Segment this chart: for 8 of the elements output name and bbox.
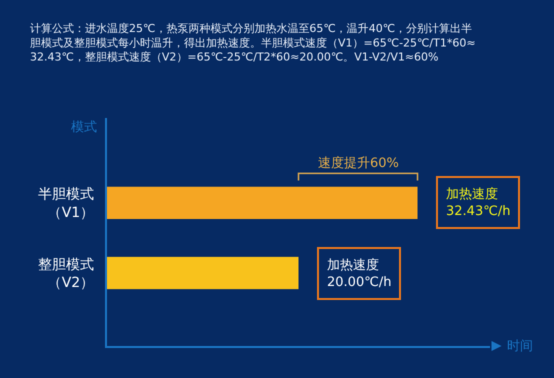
data-label: 加热速度 32.43℃/h bbox=[446, 186, 510, 219]
text: 速度提升60% bbox=[318, 155, 399, 171]
data-label: 加热速度 20.00℃/h bbox=[327, 257, 392, 290]
y-axis-title: 模式 bbox=[71, 120, 97, 135]
y-tick-label: 整胆模式（V2） bbox=[38, 256, 94, 292]
chart-title: 计算公式：进水温度25℃，热泵两种模式分别加热水温至65℃，温升40℃，分别计算出半胆模式及整胆模式每小时温升，得出加热速度。半胆模式速度（V1）=65℃-25℃/T1*60≈32.43℃，整胆模式速度（V2）=65℃-25℃/T2*60≈20.00℃。V1-V2/V1≈60% bbox=[30, 22, 476, 64]
y-tick-label: 半胆模式（V1） bbox=[38, 186, 94, 221]
x-axis-title: 时间 bbox=[507, 339, 533, 354]
